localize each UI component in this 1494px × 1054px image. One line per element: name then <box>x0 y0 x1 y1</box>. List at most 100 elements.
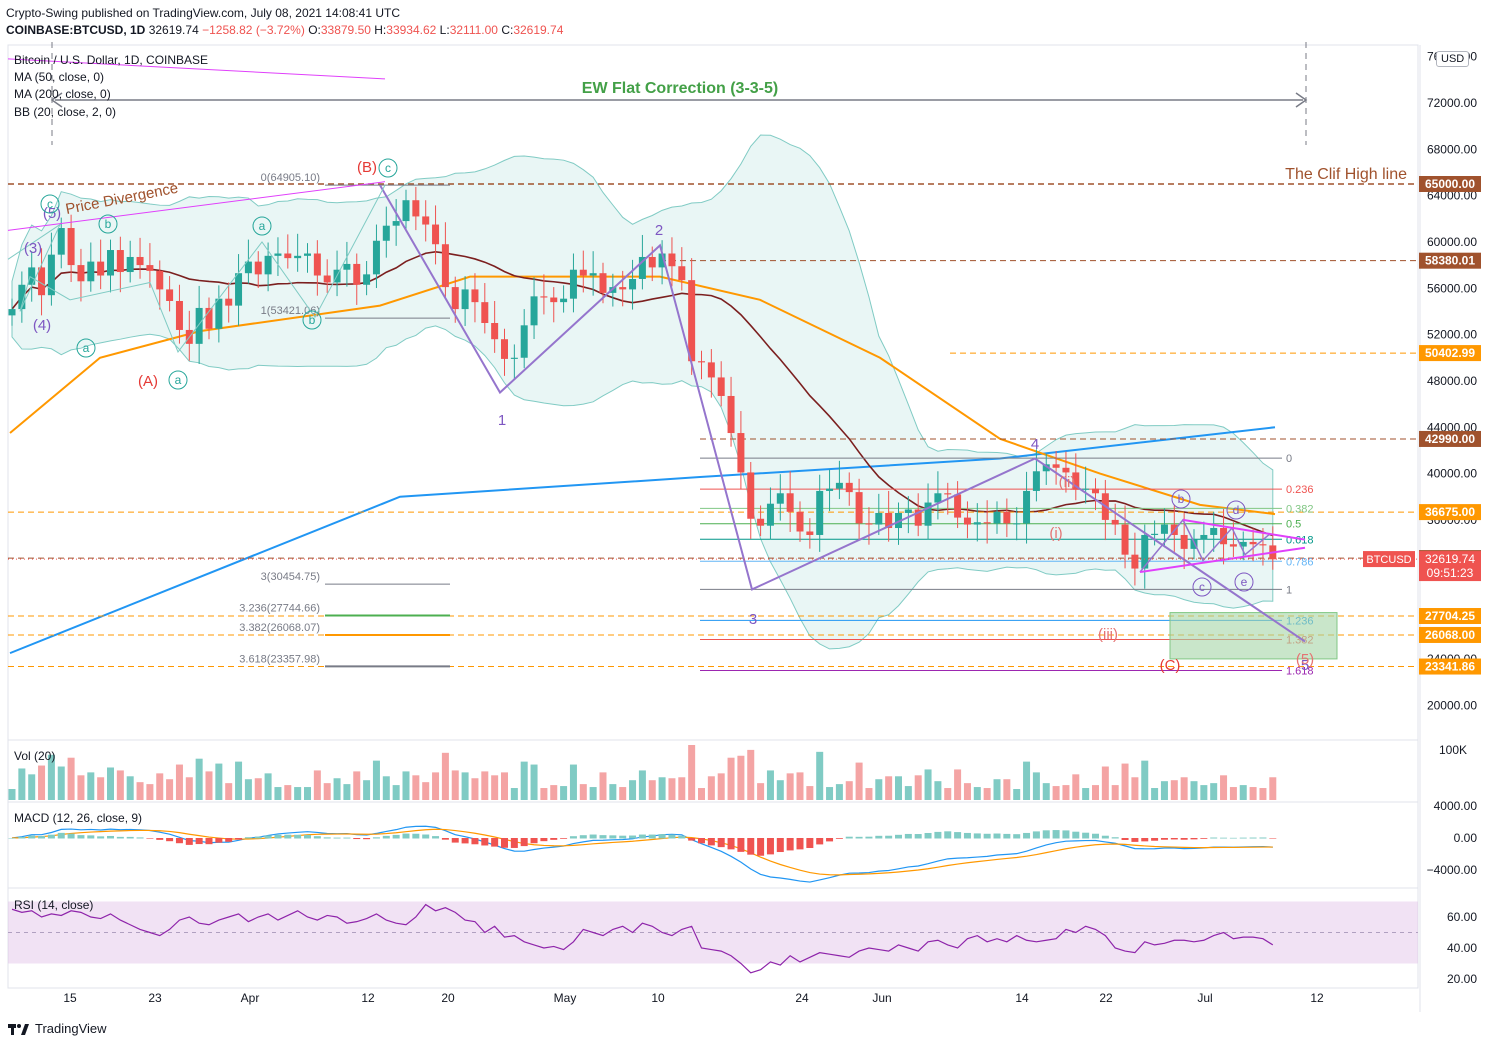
candle-body <box>1239 541 1247 547</box>
legend-ma50[interactable]: MA (50, close, 0) <box>14 70 105 84</box>
candle-body <box>461 289 469 310</box>
legend-rsi[interactable]: RSI (14, close) <box>14 898 94 912</box>
volume-bar <box>18 768 26 800</box>
candle-body <box>629 278 637 290</box>
volume-bar <box>166 779 174 800</box>
currency-badge[interactable]: USD <box>1436 51 1470 67</box>
macd-histogram-bar <box>87 835 95 839</box>
wave-label: (iii) <box>1098 626 1118 643</box>
volume-bar <box>372 760 380 800</box>
volume-bar <box>658 777 666 800</box>
fib-right-label: 0.382 <box>1286 503 1314 515</box>
candle-body <box>698 361 705 363</box>
volume-bar <box>510 788 518 800</box>
wave-circle-label: e <box>1241 575 1248 589</box>
macd-histogram-bar <box>1160 838 1168 840</box>
ohlc-low: 32111.00 <box>449 23 498 37</box>
candle-body <box>973 522 981 525</box>
volume-bar <box>747 749 755 800</box>
x-tick-label: 12 <box>361 991 375 1005</box>
price-level-badge <box>1419 658 1481 675</box>
macd-histogram-bar <box>658 834 666 839</box>
x-tick-label: Jun <box>872 991 891 1005</box>
macd-histogram-bar <box>737 838 745 852</box>
candle-body <box>97 261 105 276</box>
footer-brand[interactable]: TradingView <box>8 1021 107 1036</box>
macd-histogram-bar <box>284 834 292 839</box>
legend-volume[interactable]: Vol (20) <box>14 749 56 763</box>
tradingview-logo-icon <box>8 1022 30 1036</box>
wave-label: (5) <box>1296 651 1314 668</box>
legend-ma200[interactable]: MA (200, close, 0) <box>14 87 111 101</box>
volume-bar <box>1200 785 1208 800</box>
price-level-badge <box>1419 430 1481 447</box>
volume-bar <box>126 776 134 800</box>
wave-circle-label: d <box>1233 503 1240 517</box>
volume-bar <box>540 788 548 800</box>
candle-body <box>776 493 784 504</box>
candle-body <box>520 325 528 358</box>
volume-bar <box>451 770 459 800</box>
macd-histogram-bar <box>1180 838 1188 840</box>
macd-histogram-bar <box>225 838 233 842</box>
wave-label: (i) <box>1049 525 1062 542</box>
volume-bar <box>629 780 637 800</box>
candle-body <box>382 225 390 241</box>
wave-circle-label: c <box>385 161 391 175</box>
candle-body <box>727 395 735 434</box>
candle-body <box>619 287 627 290</box>
volume-bar <box>816 751 824 800</box>
macd-histogram-bar <box>97 836 105 839</box>
macd-histogram-bar <box>166 838 174 842</box>
volume-bar <box>235 761 243 800</box>
wave-label: 3 <box>749 611 757 628</box>
volume-bar <box>983 788 991 800</box>
candle-body <box>658 253 666 268</box>
candle-body <box>707 362 715 378</box>
volume-bar <box>569 764 577 800</box>
volume-bar <box>225 783 233 800</box>
current-symbol-label: BTCUSD <box>1366 554 1411 566</box>
wave-label: 4 <box>1031 436 1039 453</box>
candle-body <box>895 512 902 529</box>
x-tick-label: 20 <box>441 991 455 1005</box>
wave-circle-marker <box>252 216 272 236</box>
macd-histogram-bar <box>333 837 341 839</box>
volume-bar <box>885 776 893 800</box>
rsi-tick-label: 20.00 <box>1447 972 1477 986</box>
legend-bb[interactable]: BB (20, close, 2, 0) <box>14 105 117 119</box>
wave-circle-marker <box>76 338 96 358</box>
fib-right-label: 0.786 <box>1286 556 1314 568</box>
volume-bar <box>954 769 962 800</box>
volume-bar <box>973 787 981 800</box>
candle-body <box>225 298 233 306</box>
macd-histogram-bar <box>973 833 981 839</box>
candle-body <box>1003 511 1011 524</box>
volume-bar <box>97 777 105 800</box>
candle-body <box>875 512 883 525</box>
volume-bar <box>1229 787 1237 800</box>
macd-histogram-bar <box>816 838 824 845</box>
fib-right-label: 1 <box>1286 584 1292 596</box>
legend-macd[interactable]: MACD (12, 26, close, 9) <box>14 811 143 825</box>
volume-bar <box>904 786 912 800</box>
macd-histogram-bar <box>619 835 627 839</box>
volume-bar <box>28 774 36 800</box>
volume-bar <box>1220 775 1228 800</box>
macd-histogram-bar <box>1072 831 1080 839</box>
volume-bar <box>274 787 282 800</box>
candle-body <box>914 509 922 526</box>
macd-histogram-bar <box>402 833 410 839</box>
volume-bar <box>67 757 75 800</box>
macd-histogram-bar <box>944 831 952 839</box>
candle-body <box>1042 464 1050 472</box>
price-level-badge <box>1419 176 1481 192</box>
macd-histogram-bar <box>579 835 587 839</box>
macd-histogram-bar <box>38 836 46 839</box>
candle-body <box>757 518 765 526</box>
macd-tick-label: −4000.00 <box>1427 863 1478 877</box>
candle-body <box>1200 534 1208 540</box>
volume-bar <box>491 775 499 800</box>
